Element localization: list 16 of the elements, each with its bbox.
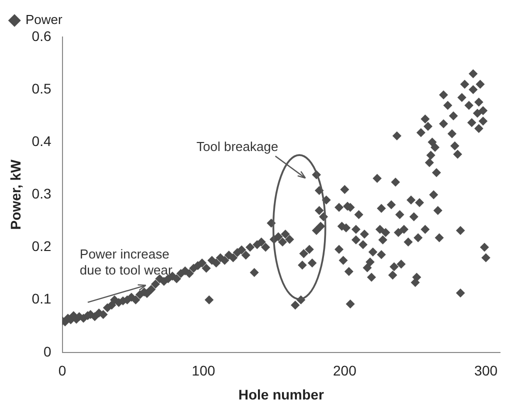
y-tick-label: 0.2 <box>32 238 52 254</box>
y-tick-label: 0.5 <box>32 80 52 96</box>
x-axis-title: Hole number <box>238 386 324 402</box>
y-tick-label: 0.1 <box>32 290 52 307</box>
y-tick-label: 0.6 <box>32 28 52 44</box>
x-tick-label: 100 <box>192 362 216 379</box>
legend-label: Power <box>26 12 64 28</box>
y-axis-title: Power, kW <box>7 158 24 230</box>
y-tick-label: 0 <box>43 343 52 360</box>
annotation: Power increase due to tool wear <box>80 246 173 278</box>
x-tick-label: 200 <box>332 362 357 379</box>
annotation: Tool breakage <box>196 139 278 154</box>
y-tick-label: 0.4 <box>32 132 52 149</box>
y-tick-label: 0.3 <box>32 186 52 202</box>
x-tick-label: 300 <box>474 362 498 379</box>
x-tick-label: 0 <box>58 362 66 379</box>
